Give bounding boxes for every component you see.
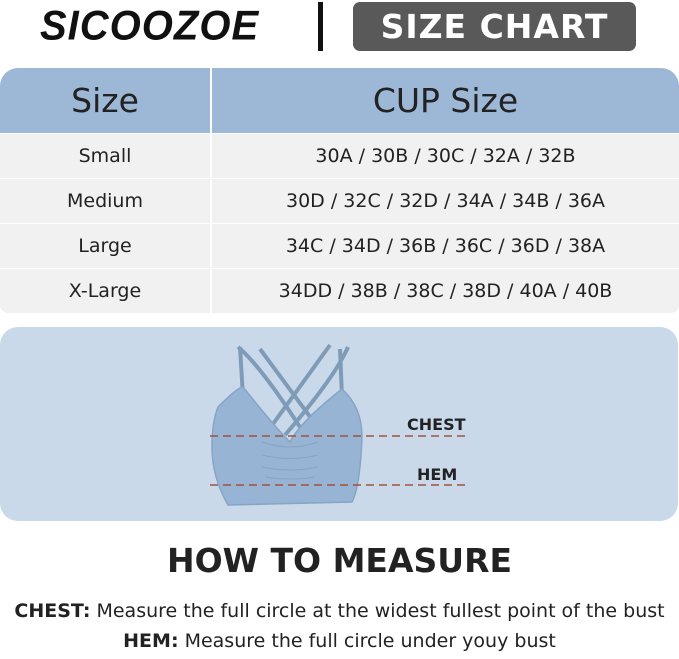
size-cell: X-Large [0, 269, 212, 313]
size-cell: Small [0, 134, 212, 178]
size-chart-badge: SIZE CHART [353, 2, 636, 51]
hem-text: Measure the full circle under youy bust [178, 630, 556, 652]
table-header: Size CUP Size [0, 68, 679, 133]
measurement-diagram: CHEST HEM [0, 327, 678, 521]
size-table: Size CUP Size Small 30A / 30B / 30C / 32… [0, 68, 679, 313]
table-row: Large 34C / 34D / 36B / 36C / 36D / 38A [0, 223, 679, 268]
divider [318, 2, 323, 51]
chest-term: CHEST: [14, 600, 91, 622]
table-row: Small 30A / 30B / 30C / 32A / 32B [0, 133, 679, 178]
hem-label: HEM [417, 465, 458, 484]
cup-cell: 34C / 34D / 36B / 36C / 36D / 38A [285, 235, 606, 257]
cup-cell: 30D / 32C / 32D / 34A / 34B / 36A [285, 190, 606, 212]
table-row: Medium 30D / 32C / 32D / 34A / 34B / 36A [0, 178, 679, 223]
hem-instruction: HEM: Measure the full circle under youy … [0, 630, 679, 652]
how-to-measure-title: HOW TO MEASURE [166, 541, 513, 580]
chest-label: CHEST [407, 415, 466, 434]
hem-term: HEM: [123, 630, 179, 652]
table-row: X-Large 34DD / 38B / 38C / 38D / 40A / 4… [0, 268, 679, 313]
brand-logo: SICOOZOE [40, 2, 260, 50]
chest-instruction: CHEST: Measure the full circle at the wi… [0, 600, 679, 622]
size-cell: Large [0, 224, 212, 268]
bra-illustration [210, 343, 470, 506]
column-header-size: Size [0, 68, 212, 133]
size-cell: Medium [0, 179, 212, 223]
cup-cell: 30A / 30B / 30C / 32A / 32B [315, 145, 576, 167]
cup-cell: 34DD / 38B / 38C / 38D / 40A / 40B [278, 280, 613, 302]
column-header-cup-size: CUP Size [372, 81, 519, 120]
chest-text: Measure the full circle at the widest fu… [90, 600, 665, 622]
